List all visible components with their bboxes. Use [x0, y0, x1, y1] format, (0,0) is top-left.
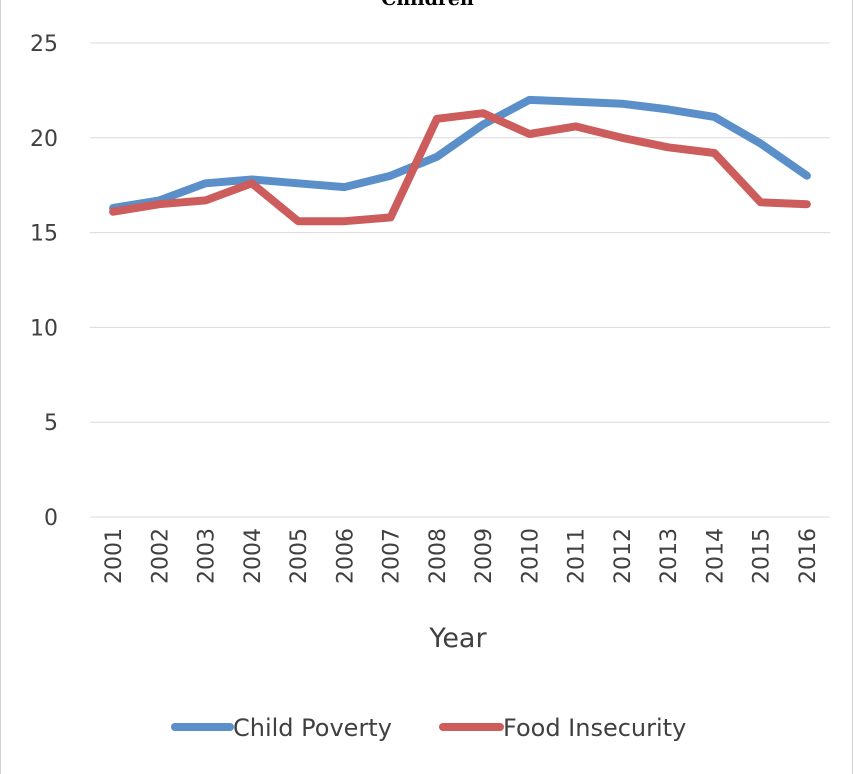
x-tick-label: 2012 [611, 528, 636, 584]
x-tick-label: 2013 [657, 528, 682, 584]
x-tick-label: 2007 [380, 528, 405, 584]
x-tick-label: 2011 [565, 528, 590, 584]
legend-label: Child Poverty [233, 714, 392, 742]
x-tick-label: 2006 [333, 528, 358, 584]
y-tick-label: 5 [44, 411, 58, 436]
y-tick-label: 15 [30, 222, 58, 247]
x-tick-label: 2016 [796, 528, 821, 584]
x-tick-label: 2005 [287, 528, 312, 584]
y-tick-label: 25 [30, 32, 58, 57]
x-tick-label: 2010 [518, 528, 543, 584]
legend-label: Food Insecurity [503, 714, 686, 742]
x-tick-label: 2004 [241, 528, 266, 584]
x-tick-labels: 2001 2002 2003 2004 2005 2006 2007 2008 2009 2010… [102, 528, 821, 584]
x-tick-label: 2002 [148, 528, 173, 584]
series-line-child-poverty [109, 95, 811, 212]
y-tick-label: 20 [30, 127, 58, 152]
x-axis-title: Year [428, 623, 487, 654]
x-tick-label: 2008 [426, 528, 451, 584]
y-tick-label: 10 [30, 316, 58, 341]
legend: Child Poverty Food Insecurity [171, 714, 686, 742]
x-tick-label: 2003 [195, 528, 220, 584]
y-tick-label: 0 [44, 506, 58, 531]
chart-title: Children [0, 0, 855, 10]
series-line-food-insecurity [109, 109, 811, 226]
series-lines [109, 95, 811, 226]
x-tick-label: 2001 [102, 528, 127, 584]
y-tick-labels: 0 5 10 15 20 25 [30, 32, 58, 531]
x-tick-label: 2014 [703, 528, 728, 584]
x-tick-label: 2015 [750, 528, 775, 584]
x-tick-label: 2009 [472, 528, 497, 584]
